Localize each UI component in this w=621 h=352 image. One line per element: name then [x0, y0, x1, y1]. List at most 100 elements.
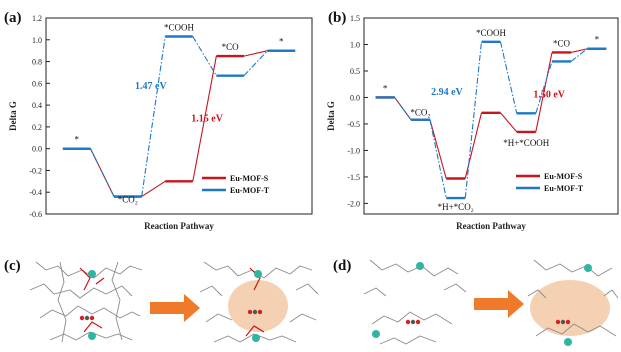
mof-framework-d-after — [527, 259, 619, 337]
mof-framework-c-before — [29, 261, 143, 343]
mof-linkers-c-after — [245, 267, 265, 337]
x-axis-label: Reaction Pathway — [456, 221, 526, 231]
y-tick-label: 0.4 — [32, 101, 42, 110]
plot-frame — [363, 17, 619, 215]
state-label: *H+*CO₂ — [438, 202, 474, 212]
legend-label: Eu-MOF-T — [230, 186, 270, 195]
process-arrow-d — [474, 290, 524, 318]
x-axis-label: Reaction Pathway — [144, 221, 214, 231]
co2-molecule — [79, 315, 85, 321]
structure-illustration-d — [363, 259, 619, 346]
co2-molecule — [89, 315, 95, 321]
connector-line — [570, 48, 588, 53]
chart-b: -2.0 -1.5 -1.0 -0.5 0.0 0.5 1.0 1.5 Delta G React… — [326, 14, 619, 231]
state-label: * — [595, 35, 600, 45]
y-tick-label: -1.5 — [347, 173, 360, 182]
panel-label-c: (c) — [4, 258, 21, 274]
energy-barrier-annotation: 1.50 eV — [533, 89, 565, 100]
metal-node — [254, 270, 262, 278]
connector-line — [141, 36, 166, 197]
connector-line — [243, 50, 268, 57]
co2-molecule — [415, 319, 421, 325]
process-arrow-c — [150, 294, 200, 322]
pore-region-d — [530, 280, 610, 336]
state-label: * — [279, 37, 284, 47]
metal-node — [564, 338, 572, 346]
co2-molecule — [555, 319, 561, 325]
co2-molecule — [84, 315, 90, 321]
connector-line — [429, 119, 447, 179]
metal-node — [372, 330, 380, 338]
structure-illustration-c — [29, 261, 319, 343]
y-tick-label: 1.0 — [32, 36, 42, 45]
legend-label: Eu-MOF-S — [230, 174, 269, 183]
state-label: *H+*COOH — [503, 138, 550, 148]
chart-a: -0.6 -0.4 -0.2 0.0 0.2 0.4 0.6 0.8 1.0 1.2 Delta G… — [8, 14, 313, 231]
energy-barrier-annotation: 2.94 eV — [431, 87, 463, 98]
co2-molecule — [560, 319, 566, 325]
metal-node — [88, 270, 96, 278]
pore-region-c — [228, 280, 288, 332]
state-label: *COOH — [476, 28, 507, 38]
y-tick-label: -0.6 — [29, 210, 42, 219]
y-tick-label: 0.8 — [32, 58, 42, 67]
connector-line — [192, 56, 217, 182]
co2-molecule — [405, 319, 411, 325]
legend-label: Eu-MOF-T — [544, 184, 584, 193]
connector-line — [429, 119, 447, 199]
y-tick-label: 0.2 — [32, 123, 42, 132]
co2-molecule — [565, 319, 571, 325]
y-axis-label: Delta G — [326, 101, 336, 131]
y-tick-label: -1.0 — [347, 146, 360, 155]
y-tick-label: 1.5 — [350, 14, 360, 23]
panel-label-a: (a) — [4, 10, 22, 26]
y-axis-label: Delta G — [8, 101, 18, 131]
connector-line — [500, 112, 518, 133]
state-label: *CO — [553, 38, 571, 48]
metal-node — [416, 262, 424, 270]
y-tick-label: 0.0 — [350, 93, 360, 102]
co2-molecule — [252, 309, 258, 315]
metal-node — [88, 332, 96, 340]
y-tick-label: 1.0 — [350, 40, 360, 49]
mof-linkers-c-before — [79, 267, 105, 333]
connector-line — [570, 48, 588, 62]
metal-node — [252, 334, 260, 342]
y-tick-label: 0.0 — [32, 145, 42, 154]
state-label: * — [383, 83, 388, 93]
y-tick-label: 0.5 — [350, 67, 360, 76]
connector-line — [243, 50, 268, 77]
panel-label-d: (d) — [333, 258, 351, 274]
energy-barrier-annotation: 1.15 eV — [191, 113, 223, 124]
connector-line — [192, 36, 217, 76]
state-label: *CO₂ — [410, 108, 430, 118]
mof-framework-c-after — [199, 261, 319, 343]
y-tick-label: -0.4 — [29, 188, 42, 197]
y-tick-label: 0.6 — [32, 79, 42, 88]
energy-barrier-annotation: 1.47 eV — [135, 81, 167, 92]
y-tick-label: 1.2 — [32, 14, 42, 23]
connector-line — [394, 97, 412, 121]
y-tick-label: -0.5 — [347, 120, 360, 129]
panel-label-b: (b) — [328, 10, 346, 26]
connector-line — [464, 41, 483, 199]
state-label: *COOH — [164, 23, 195, 33]
metal-node — [584, 264, 592, 272]
connector-line — [535, 52, 553, 133]
y-tick-label: -2.0 — [347, 199, 360, 208]
state-label: *CO — [222, 42, 240, 52]
co2-molecule — [257, 309, 263, 315]
mof-framework-d-before — [363, 259, 467, 345]
y-tick-label: -0.2 — [29, 166, 42, 175]
state-label: * — [74, 135, 79, 145]
connector-line — [90, 148, 115, 197]
connector-line — [141, 180, 166, 198]
legend-label: Eu-MOF-S — [544, 172, 583, 181]
plot-frame — [45, 17, 313, 215]
connector-line — [535, 61, 553, 114]
connector-line — [499, 41, 518, 114]
connector-line — [464, 112, 483, 179]
state-label: *CO₂ — [118, 195, 138, 205]
co2-molecule — [247, 309, 253, 315]
